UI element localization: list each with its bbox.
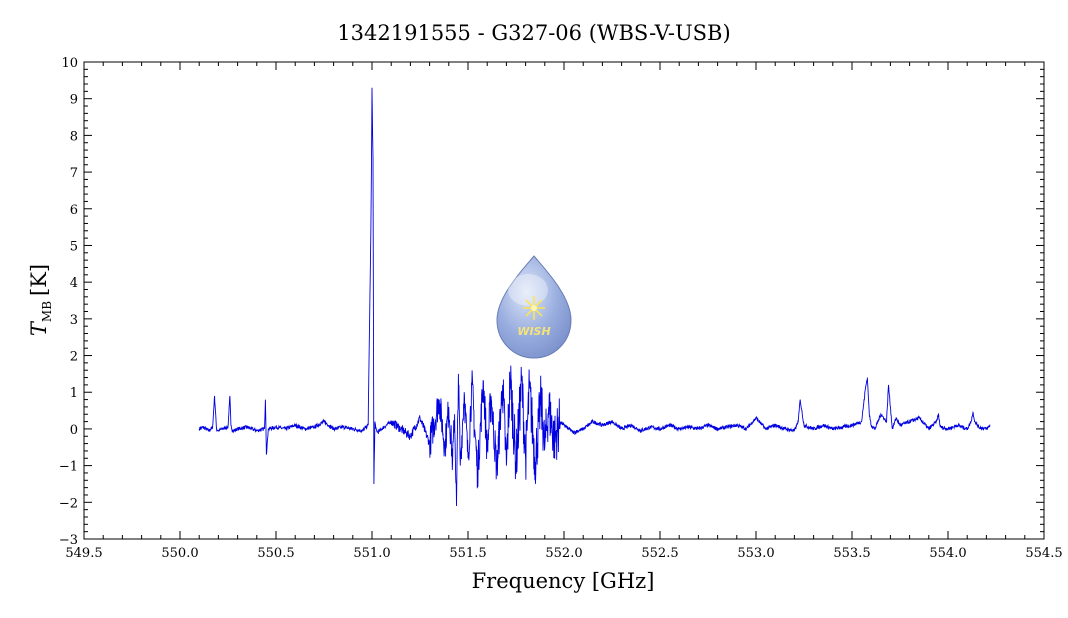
watermark-text: WISH — [517, 325, 550, 338]
y-axis-symbol: T — [27, 320, 51, 336]
y-axis-unit: [K] — [27, 264, 51, 296]
y-axis-label: TMB [K] — [27, 264, 54, 336]
chart-title: 1342191555 - G327-06 (WBS-V-USB) — [337, 21, 730, 45]
x-tick-label: 551.0 — [353, 546, 390, 561]
x-tick-label: 554.0 — [929, 546, 966, 561]
x-tick-label: 549.5 — [65, 546, 102, 561]
wish-logo: WISH — [496, 255, 572, 359]
x-tick-label: 553.5 — [833, 546, 870, 561]
y-tick-label: 4 — [70, 276, 78, 291]
x-tick-label: 552.5 — [641, 546, 678, 561]
y-tick-label: −1 — [59, 460, 78, 475]
x-axis-label: Frequency [GHz] — [472, 569, 655, 593]
y-tick-label: −2 — [59, 496, 78, 511]
x-tick-label: 550.0 — [161, 546, 198, 561]
y-tick-label: 7 — [70, 166, 78, 181]
x-tick-label: 550.5 — [257, 546, 294, 561]
axis-ticks — [83, 61, 1045, 540]
y-tick-label: 3 — [70, 313, 78, 328]
x-tick-label: 551.5 — [449, 546, 486, 561]
x-tick-labels: 549.5 550.0 550.5 551.0 551.5 552.0 552.5 553.0… — [65, 546, 1062, 561]
y-tick-label: 1 — [70, 386, 78, 401]
y-tick-label: 9 — [70, 93, 78, 108]
y-tick-label: 0 — [70, 423, 78, 438]
y-tick-label: 10 — [61, 56, 78, 71]
drop-highlight — [508, 274, 548, 306]
y-tick-labels: −3 −2 −1 0 1 2 3 4 5 6 7 8 9 10 — [59, 56, 78, 548]
y-tick-label: 6 — [70, 203, 78, 218]
y-tick-label: 5 — [70, 239, 78, 254]
y-axis-subscript: MB — [40, 301, 54, 322]
y-tick-label: 2 — [70, 350, 78, 365]
svg-text:TMB[K]: TMB [K] — [27, 264, 54, 336]
star-icon — [523, 296, 545, 320]
y-tick-label: −3 — [59, 533, 78, 548]
x-tick-label: 552.0 — [545, 546, 582, 561]
y-tick-label: 8 — [70, 129, 78, 144]
plot-area: 549.5 550.0 550.5 551.0 551.5 552.0 552.5 553.0… — [59, 56, 1063, 561]
x-tick-label: 554.5 — [1025, 546, 1062, 561]
x-tick-label: 553.0 — [737, 546, 774, 561]
spectrum-line — [198, 87, 991, 507]
